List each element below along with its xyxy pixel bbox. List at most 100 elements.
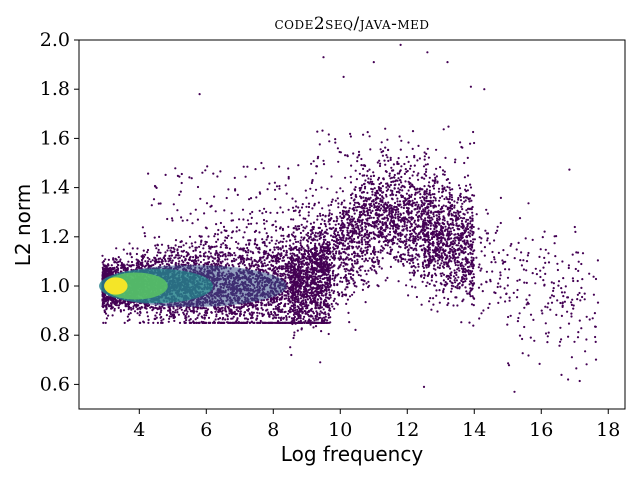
scatter-point (276, 273, 279, 276)
scatter-point (290, 246, 293, 249)
scatter-point (171, 259, 174, 262)
scatter-point (261, 308, 264, 311)
scatter-point (184, 317, 187, 320)
scatter-point (276, 267, 279, 270)
scatter-point (307, 211, 310, 214)
scatter-point (307, 288, 310, 292)
scatter-point (167, 246, 170, 250)
scatter-point (314, 273, 317, 276)
scatter-point (188, 319, 191, 322)
scatter-point (288, 315, 291, 318)
scatter-point (107, 264, 110, 267)
scatter-point (235, 226, 238, 229)
scatter-point (183, 313, 186, 316)
scatter-point (150, 264, 153, 267)
scatter-point (182, 249, 186, 252)
scatter-point (240, 258, 243, 261)
scatter-point (285, 318, 288, 321)
scatter-point (216, 256, 219, 259)
scatter-point (126, 252, 129, 255)
scatter-point (145, 307, 148, 310)
scatter-point (135, 305, 138, 308)
scatter-point (102, 268, 105, 271)
scatter-point (193, 263, 197, 266)
scatter-point (190, 242, 193, 245)
scatter-point (265, 257, 268, 260)
scatter-point (107, 274, 110, 277)
scatter-point (176, 251, 179, 255)
scatter-point (280, 316, 283, 319)
scatter-point (185, 242, 188, 245)
scatter-point (229, 254, 232, 257)
scatter-point (282, 237, 285, 240)
scatter-point (272, 314, 275, 317)
scatter-point (265, 271, 268, 274)
scatter-point (255, 318, 258, 321)
scatter-point (180, 245, 183, 248)
scatter-point (114, 269, 117, 273)
scatter-point (178, 307, 181, 310)
scatter-point (116, 263, 119, 266)
scatter-point (304, 319, 307, 323)
scatter-point (194, 318, 197, 321)
scatter-point (160, 321, 163, 324)
scatter-point (204, 251, 207, 254)
scatter-point (270, 263, 273, 266)
scatter-point (285, 240, 288, 243)
scatter-point (275, 321, 279, 324)
scatter-point (306, 261, 309, 264)
scatter-point (115, 299, 118, 302)
scatter-point (224, 254, 227, 258)
scatter-point (279, 321, 282, 324)
scatter-point (242, 305, 245, 308)
scatter-point (214, 253, 217, 256)
scatter-point (111, 298, 114, 301)
scatter-point (263, 259, 266, 262)
scatter-point (228, 247, 231, 250)
scatter-point (217, 306, 220, 309)
scatter-point (285, 315, 288, 318)
scatter-point (286, 256, 289, 259)
scatter-point (316, 303, 319, 306)
scatter-point (103, 296, 106, 299)
scatter-points (101, 43, 600, 393)
scatter-point (167, 309, 170, 312)
scatter-point (248, 264, 251, 267)
scatter-point (216, 233, 219, 236)
scatter-point (308, 292, 311, 295)
scatter-point (152, 321, 155, 324)
scatter-point (216, 254, 220, 257)
scatter-point (177, 257, 180, 260)
scatter-point (144, 260, 147, 263)
scatter-point (188, 256, 191, 259)
scatter-point (270, 239, 273, 242)
scatter-point (223, 239, 226, 242)
scatter-point (191, 259, 194, 262)
scatter-point (282, 249, 285, 252)
scatter-point (215, 240, 218, 243)
scatter-point (243, 317, 246, 320)
scatter-point (235, 308, 238, 311)
scatter-point (213, 235, 216, 238)
scatter-point (122, 309, 126, 312)
scatter-point (316, 313, 319, 316)
scatter-point (167, 260, 170, 263)
scatter-point (155, 311, 158, 314)
scatter-point (213, 262, 216, 265)
scatter-point (235, 240, 238, 244)
scatter-point (233, 312, 236, 315)
scatter-point (173, 248, 176, 251)
scatter-point (207, 316, 211, 319)
scatter-point (224, 246, 227, 249)
scatter-point (286, 312, 290, 315)
scatter-point (314, 242, 317, 245)
scatter-point (119, 258, 122, 261)
scatter-point (194, 248, 197, 251)
scatter-point (285, 321, 288, 324)
scatter-point (318, 313, 321, 316)
scatter-point (268, 315, 271, 318)
scatter-point (136, 312, 139, 315)
scatter-point (180, 308, 183, 311)
scatter-point (104, 264, 107, 267)
scatter-point (257, 321, 260, 324)
